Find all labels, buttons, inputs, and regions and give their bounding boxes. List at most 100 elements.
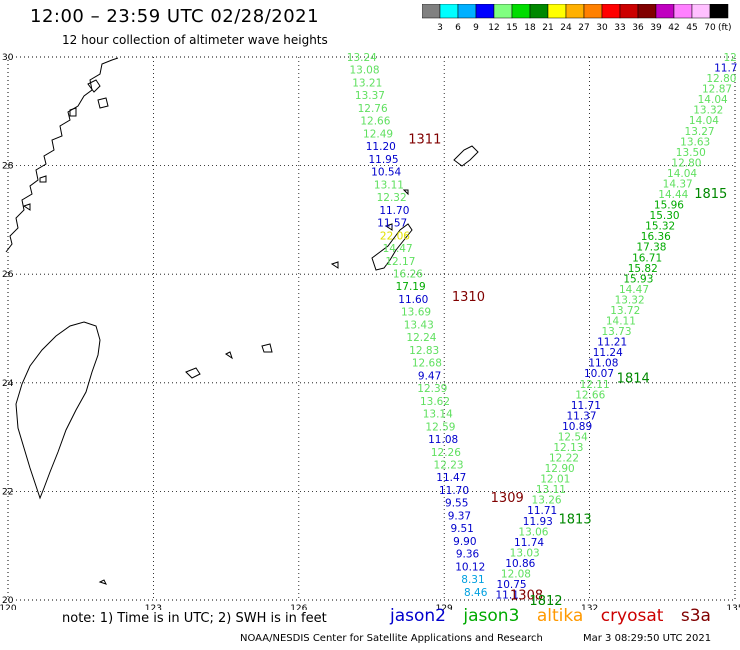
swh-value-east: 12.08: [501, 568, 531, 580]
pass-number: 1310: [452, 290, 485, 305]
swh-value-west: 12.68: [412, 358, 442, 370]
colorbar-swatch: [709, 4, 729, 19]
colorbar-label: 3: [437, 23, 443, 33]
swh-value-east: 15.93: [623, 273, 653, 285]
swh-value-west: 11.95: [368, 154, 398, 166]
ryukyu-small: [98, 189, 409, 585]
swh-value-west: 12.39: [417, 383, 447, 395]
swh-value-east: 15.32: [645, 221, 675, 233]
lat-tick-label: 22: [2, 487, 13, 497]
swh-value-east: 11.1: [496, 590, 519, 602]
lon-tick-label: 120: [0, 604, 17, 610]
swh-value-east: 13.50: [676, 147, 706, 159]
swh-value-west: 13.37: [355, 90, 385, 102]
swh-value-east: 15.96: [654, 200, 684, 212]
wave-height-map: 13.2413.0813.2113.3712.7612.6612.4911.20…: [0, 52, 740, 610]
lon-tick-label: 126: [290, 604, 307, 610]
pass-number: 1311: [408, 132, 441, 147]
swh-value-east: 12.11: [580, 379, 610, 391]
lon-tick-label: 123: [145, 604, 162, 610]
swh-value-east: 12.90: [545, 463, 575, 475]
swh-value-east: 13.73: [601, 326, 631, 338]
pass-number: 1815: [694, 187, 727, 202]
swh-value-west: 11.70: [379, 205, 409, 217]
swh-value-west: 22.06: [380, 230, 410, 242]
swh-value-west: 11.20: [366, 141, 396, 153]
swh-value-east: 12.22: [549, 453, 579, 465]
swh-value-east: 13.27: [685, 126, 715, 138]
lon-tick-label: 132: [581, 604, 598, 610]
swh-value-west: 13.24: [347, 52, 377, 64]
swh-value-west: 13.21: [352, 77, 382, 89]
map-frame: [7, 56, 736, 601]
swh-value-east: 12.80: [671, 157, 701, 169]
swh-value-west: 12.76: [358, 103, 388, 115]
swh-value-west: 12.23: [434, 460, 464, 472]
colorbar-label: 45: [686, 23, 697, 33]
legend-cryosat: cryosat: [600, 606, 664, 626]
swh-value-west: 9.90: [453, 536, 476, 548]
colorbar-label: 9: [473, 23, 479, 33]
swh-value-east: 11.74: [514, 537, 544, 549]
swh-value-west: 13.08: [349, 65, 379, 77]
swh-value-east: 14.04: [689, 115, 719, 127]
satellite-legend: jason2 jason3 altika cryosat s3a: [390, 606, 723, 626]
legend-s3a: s3a: [680, 606, 711, 626]
swh-value-east: 12.87: [702, 84, 732, 96]
swh-value-west: 11.57: [377, 218, 407, 230]
swh-value-west: 13.14: [423, 409, 453, 421]
swh-value-west: 8.46: [464, 587, 488, 599]
lat-tick-label: 30: [2, 53, 14, 63]
swh-value-east: 12.01: [540, 474, 570, 486]
taiwan-coastline: [15, 321, 101, 500]
track-labels: 13.2413.0813.2113.3712.7612.6612.4911.20…: [347, 52, 738, 602]
map-subtitle: 12 hour collection of altimeter wave hei…: [62, 33, 328, 47]
swh-value-east: 13.32: [693, 105, 723, 117]
swh-value-east: 12.80: [706, 73, 736, 85]
map-title: 12:00 – 23:59 UTC 02/28/2021: [30, 6, 320, 27]
swh-value-east: 10.75: [497, 579, 527, 591]
swh-value-west: 14.47: [383, 243, 413, 255]
swh-value-east: 15.82: [628, 263, 658, 275]
swh-value-west: 11.70: [439, 485, 469, 497]
swh-value-west: 12.66: [360, 116, 390, 128]
swh-value-west: 11.47: [436, 472, 466, 484]
swh-value-west: 9.47: [418, 370, 441, 382]
swh-value-east: 11.93: [523, 516, 553, 528]
colorbar-label: 6: [455, 23, 461, 33]
swh-value-west: 9.55: [445, 498, 468, 510]
swh-value-east: 12: [723, 52, 736, 64]
swh-value-east: 13.11: [536, 484, 566, 496]
swh-value-west: 12.24: [406, 332, 436, 344]
swh-value-east: 13.72: [610, 305, 640, 317]
colorbar-label: 18: [524, 23, 536, 33]
swh-value-west: 17.19: [396, 281, 426, 293]
pass-number: 1814: [617, 371, 650, 386]
lat-tick-label: 26: [2, 270, 14, 280]
swh-value-west: 9.36: [456, 549, 480, 561]
swh-value-east: 13.03: [510, 547, 540, 559]
lat-lon-grid: [7, 56, 736, 601]
china-coastline: [5, 57, 119, 253]
swh-value-west: 12.59: [425, 421, 455, 433]
swh-value-east: 14.44: [658, 189, 688, 201]
swh-value-east: 10.07: [584, 368, 614, 380]
swh-value-east: 11.71: [571, 400, 601, 412]
swh-value-east: 10.89: [562, 421, 592, 433]
swh-value-east: 12.13: [553, 442, 583, 454]
legend-jason2: jason2: [390, 606, 446, 626]
swh-value-west: 10.12: [455, 561, 485, 573]
swh-value-west: 11.08: [428, 434, 458, 446]
colorbar-label: 42: [668, 23, 679, 33]
footer-note: note: 1) Time is in UTC; 2) SWH is in fe…: [62, 611, 327, 626]
swh-value-west: 12.83: [409, 345, 439, 357]
coastlines: [5, 57, 479, 585]
colorbar-label: 12: [488, 23, 499, 33]
swh-value-west: 12.17: [385, 256, 415, 268]
swh-value-east: 14.04: [698, 94, 728, 106]
colorbar-label: 15: [506, 23, 517, 33]
colorbar-label: 24: [560, 23, 572, 33]
colorbar-label: 27: [578, 23, 589, 33]
swh-value-west: 13.69: [401, 307, 431, 319]
